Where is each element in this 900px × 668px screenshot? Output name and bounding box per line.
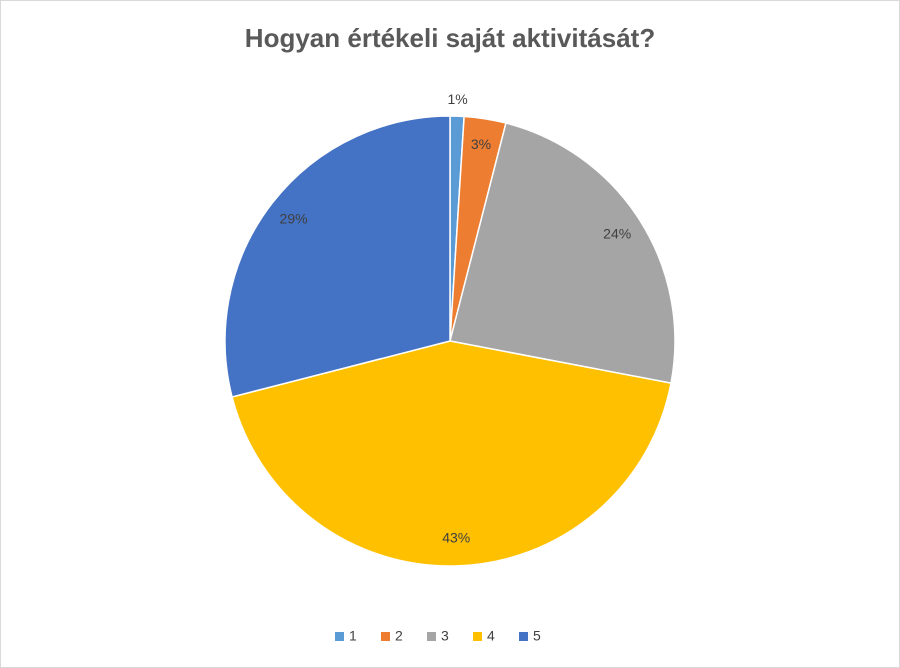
pie-slice [449,122,676,385]
pie-slice [224,115,451,398]
legend-label: 1 [349,628,357,644]
legend-swatch [519,632,528,641]
legend-swatch [381,632,390,641]
pie-slice [231,340,672,567]
legend-label: 4 [487,628,495,644]
legend-swatch [427,632,436,641]
data-label: 43% [442,530,470,546]
legend-swatch [473,632,482,641]
data-label: 24% [603,226,631,242]
legend-label: 3 [441,628,449,644]
legend-swatch [335,632,344,641]
data-label: 29% [280,210,308,226]
data-label: 1% [447,91,467,107]
legend-label: 5 [533,628,541,644]
data-label: 3% [471,136,491,152]
chart-title: Hogyan értékeli saját aktivitását? [245,23,655,53]
legend-label: 2 [395,628,403,644]
